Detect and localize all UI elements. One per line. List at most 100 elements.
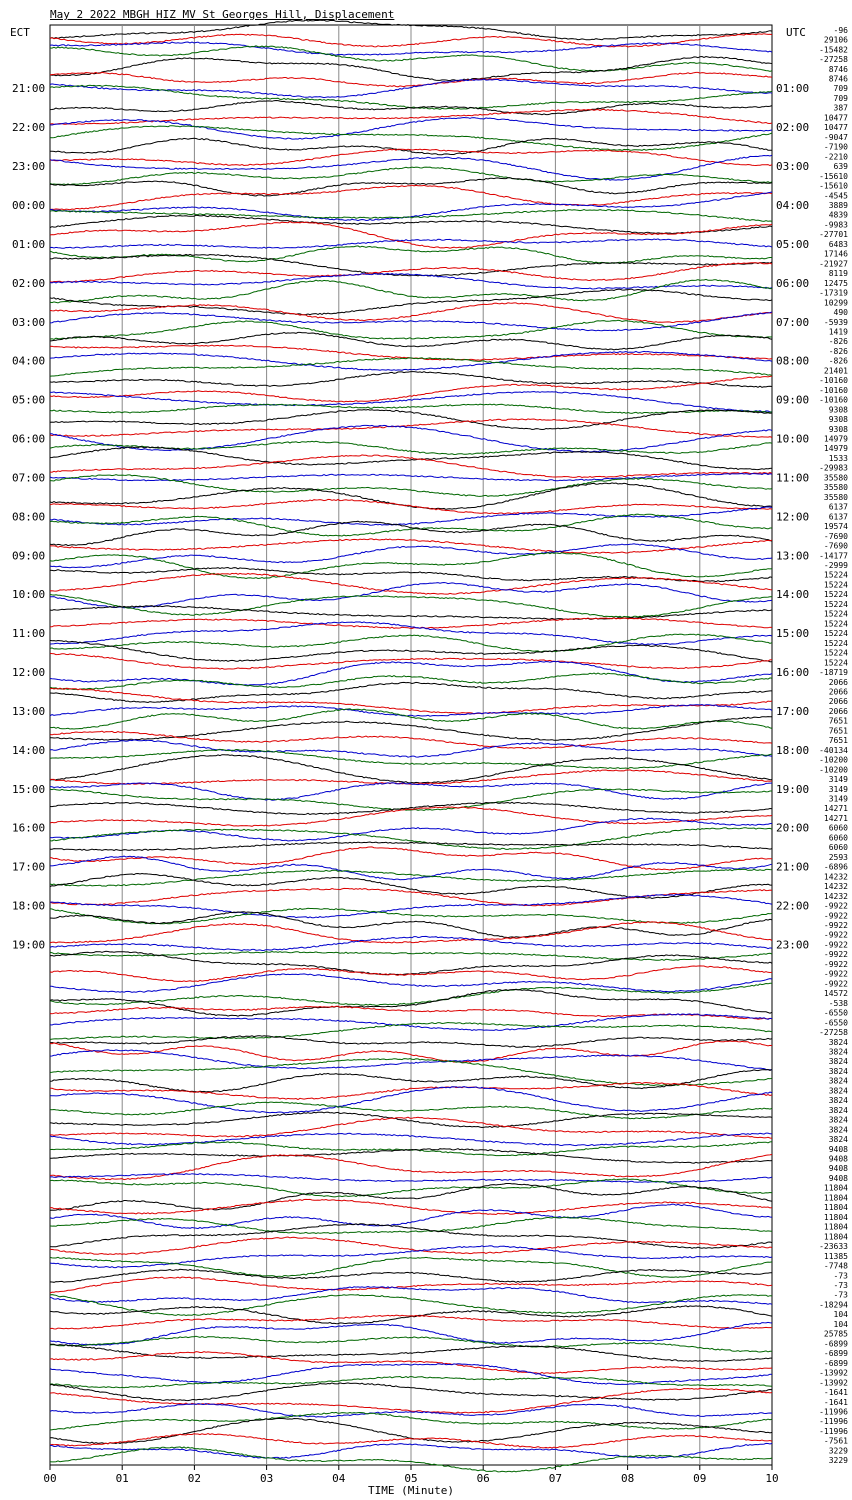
x-tick-label: 06 (477, 1472, 490, 1485)
left-zone-label: ECT (10, 26, 30, 39)
trace-line (49, 921, 773, 944)
trace-value-label: 3149 (829, 795, 848, 804)
trace-line (49, 552, 773, 580)
trace-value-label: 3824 (829, 1057, 848, 1066)
right-time-label: 04:00 (776, 199, 809, 212)
trace-value-label: 1419 (829, 327, 848, 336)
trace-line (49, 1216, 773, 1235)
trace-line (49, 357, 773, 377)
trace-line (49, 1236, 773, 1256)
trace-line (49, 166, 773, 186)
trace-value-label: -538 (829, 999, 848, 1008)
trace-line (49, 154, 773, 181)
trace-line (49, 513, 772, 537)
trace-line (49, 687, 773, 715)
trace-line (49, 893, 773, 919)
trace-line (49, 148, 773, 167)
trace-line (49, 319, 773, 340)
trace-value-label: -21927 (819, 259, 848, 268)
trace-line (49, 191, 773, 222)
trace-line (49, 1442, 773, 1459)
trace-line (49, 965, 773, 983)
trace-value-label: 15224 (824, 649, 848, 658)
trace-value-label: -14177 (819, 551, 848, 560)
trace-value-label: 6060 (829, 824, 848, 833)
left-time-label: 04:00 (12, 355, 45, 368)
trace-value-label: -9922 (824, 979, 848, 988)
trace-value-label: -15610 (819, 172, 848, 181)
trace-line (49, 214, 773, 235)
trace-value-label: 639 (834, 162, 849, 171)
trace-value-label: 3824 (829, 1135, 848, 1144)
chart-title: May 2 2022 MBGH HIZ MV St Georges Hill, … (50, 8, 395, 21)
trace-value-label: 14232 (824, 892, 848, 901)
trace-line (49, 350, 773, 371)
trace-line (49, 681, 772, 704)
trace-value-label: -2999 (824, 561, 848, 570)
trace-line (50, 841, 773, 851)
trace-value-label: 15224 (824, 619, 848, 628)
trace-value-label: 9408 (829, 1145, 848, 1154)
trace-line (49, 45, 773, 72)
trace-value-label: 6060 (829, 833, 848, 842)
trace-value-label: 3229 (829, 1456, 848, 1465)
trace-value-label: -15482 (819, 45, 848, 54)
trace-value-label: -10160 (819, 376, 848, 385)
trace-line (49, 418, 773, 438)
trace-value-label: 35580 (824, 493, 848, 502)
trace-line (49, 911, 773, 939)
trace-value-label: 104 (834, 1320, 849, 1329)
trace-value-label: 3824 (829, 1086, 848, 1095)
right-time-label: 20:00 (776, 822, 809, 835)
trace-value-label: -73 (834, 1271, 849, 1280)
trace-value-label: 15224 (824, 629, 848, 638)
trace-value-label: -6896 (824, 863, 848, 872)
trace-line (49, 1178, 773, 1198)
trace-line (49, 454, 773, 479)
right-time-label: 18:00 (776, 744, 809, 757)
trace-value-label: -73 (834, 1291, 849, 1300)
trace-value-label: -11996 (819, 1427, 848, 1436)
left-time-label: 10:00 (12, 588, 45, 601)
trace-value-label: 3824 (829, 1096, 848, 1105)
trace-value-label: 9408 (829, 1174, 848, 1183)
left-time-label: 15:00 (12, 783, 45, 796)
trace-line (49, 446, 773, 471)
trace-value-label: 10299 (824, 298, 848, 307)
left-time-label: 05:00 (12, 394, 45, 407)
trace-value-label: 10477 (824, 113, 848, 122)
trace-line (50, 973, 773, 993)
trace-line (49, 221, 773, 249)
trace-line (49, 633, 773, 653)
trace-line (49, 371, 773, 388)
trace-value-label: -5939 (824, 318, 848, 327)
right-time-label: 07:00 (776, 316, 809, 329)
trace-line (49, 272, 773, 290)
trace-line (49, 1321, 773, 1346)
trace-line (49, 855, 773, 881)
trace-value-label: -10200 (819, 756, 848, 765)
trace-value-label: -96 (834, 26, 849, 35)
trace-value-label: -6899 (824, 1349, 848, 1358)
trace-value-label: 3149 (829, 775, 848, 784)
trace-value-label: -2210 (824, 152, 848, 161)
trace-value-label: 1533 (829, 454, 848, 463)
trace-value-label: -27258 (819, 1028, 848, 1037)
trace-line (49, 1013, 773, 1032)
trace-value-label: 14979 (824, 444, 848, 453)
trace-value-label: 387 (834, 104, 849, 113)
left-time-label: 09:00 (12, 549, 45, 562)
trace-value-label: 6137 (829, 503, 848, 512)
trace-value-label: -11996 (819, 1417, 848, 1426)
trace-value-label: -9047 (824, 133, 848, 142)
trace-value-label: 11804 (824, 1184, 848, 1193)
trace-line (49, 1049, 773, 1071)
trace-line (49, 594, 772, 618)
trace-value-label: -18294 (819, 1300, 848, 1309)
trace-line (49, 1132, 773, 1147)
trace-value-label: -6899 (824, 1339, 848, 1348)
trace-value-label: -1641 (824, 1398, 848, 1407)
right-time-label: 13:00 (776, 549, 809, 562)
trace-value-label: 21401 (824, 366, 848, 375)
trace-value-label: 35580 (824, 483, 848, 492)
